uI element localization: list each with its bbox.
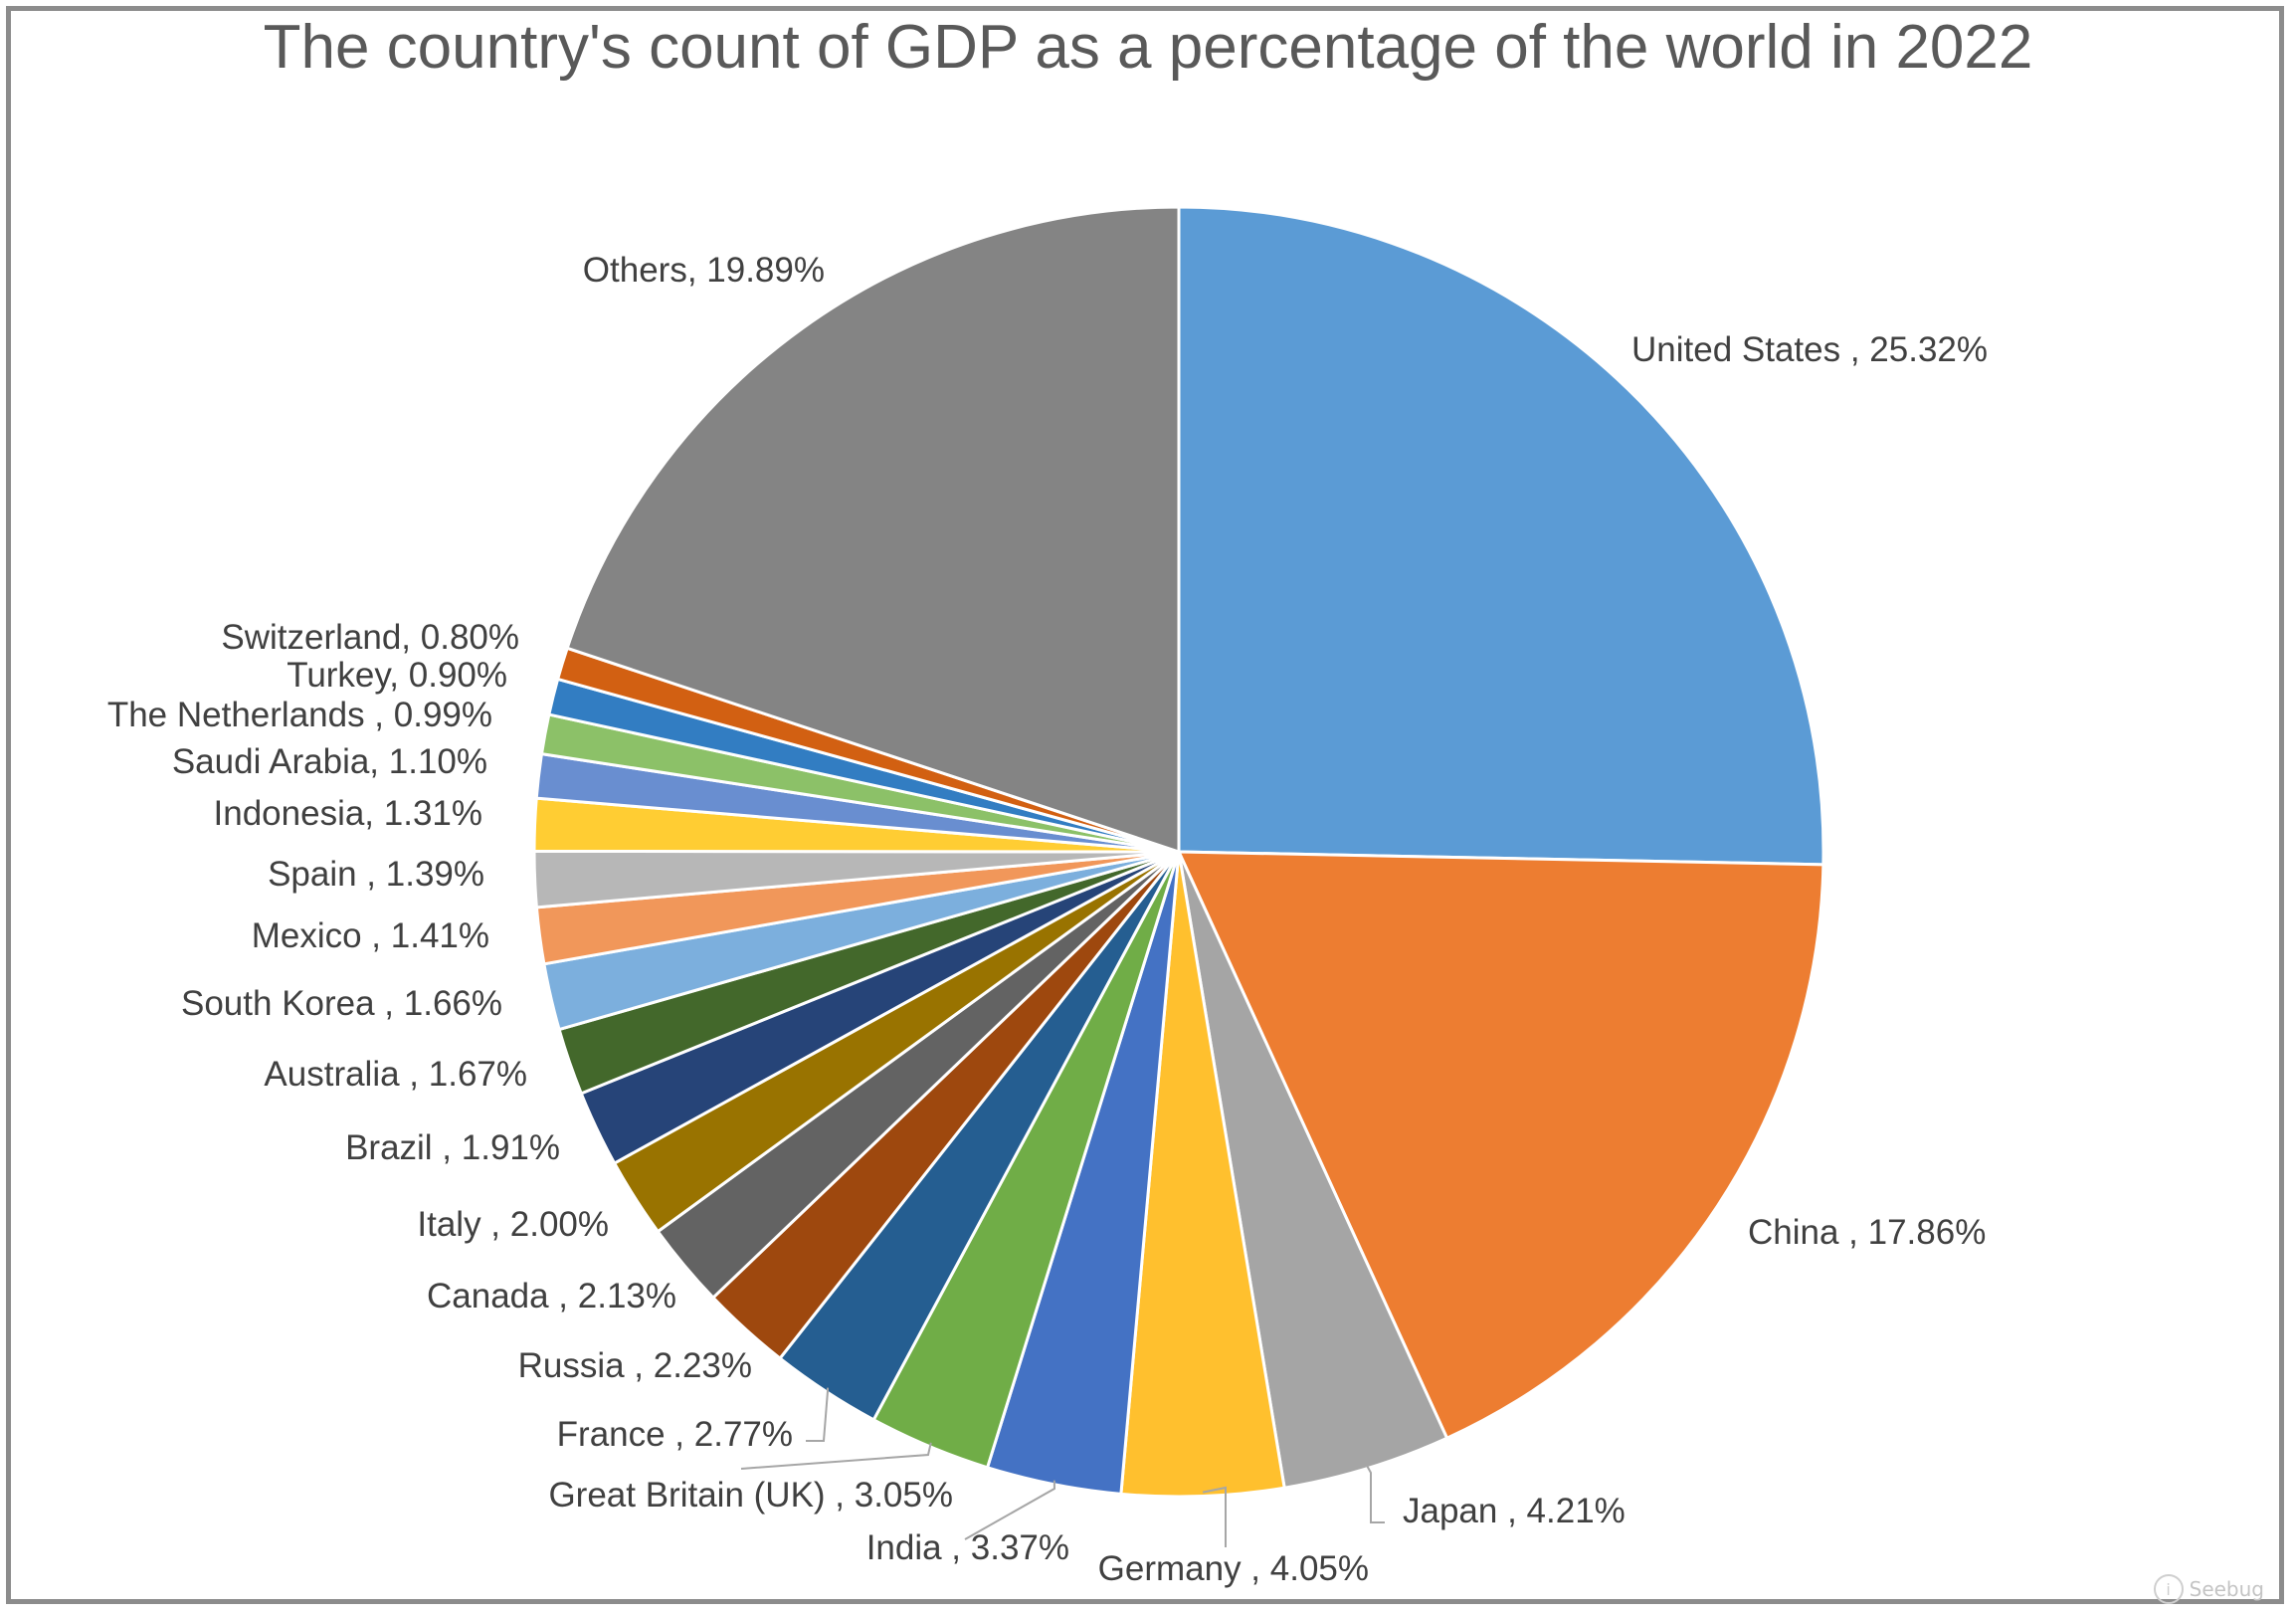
leader-line-great-britain-uk — [740, 1442, 932, 1470]
leader-lines — [740, 1387, 1385, 1547]
slice-label-turkey: Turkey, 0.90% — [287, 656, 507, 695]
slice-label-russia: Russia , 2.23% — [518, 1346, 752, 1385]
leader-line-japan — [1365, 1464, 1385, 1523]
pie-slices — [532, 205, 1825, 1499]
slice-label-india: India , 3.37% — [866, 1528, 1069, 1567]
slice-label-canada: Canada , 2.13% — [427, 1277, 676, 1315]
slice-label-the-netherlands: The Netherlands , 0.99% — [107, 696, 492, 734]
chart-title: The country's count of GDP as a percenta… — [263, 13, 2033, 82]
slice-label-switzerland: Switzerland, 0.80% — [221, 618, 519, 657]
leader-line-france — [806, 1387, 829, 1442]
leader-line-germany — [1202, 1486, 1227, 1547]
slice-label-united-states: United States , 25.32% — [1631, 330, 1988, 369]
slice-label-france: France , 2.77% — [557, 1415, 793, 1454]
pie-slice-united-states — [1177, 205, 1825, 867]
slice-label-south-korea: South Korea , 1.66% — [181, 984, 502, 1023]
slice-label-mexico: Mexico , 1.41% — [252, 916, 489, 955]
pie-slice-others — [565, 205, 1181, 854]
slice-label-australia: Australia , 1.67% — [264, 1055, 527, 1094]
watermark-text: Seebug — [2189, 1577, 2264, 1601]
slice-label-others: Others, 19.89% — [583, 251, 825, 290]
seebug-logo-icon: i — [2153, 1574, 2184, 1604]
slice-label-japan: Japan , 4.21% — [1403, 1492, 1626, 1530]
slice-labels: United States , 25.32% China , 17.86% Japa… — [107, 251, 1988, 1588]
leader-line-india — [964, 1480, 1056, 1540]
slice-label-great-britain-uk: Great Britain (UK) , 3.05% — [548, 1476, 953, 1515]
slice-label-china: China , 17.86% — [1748, 1213, 1986, 1252]
slice-label-indonesia: Indonesia, 1.31% — [214, 794, 482, 833]
slice-label-brazil: Brazil , 1.91% — [345, 1128, 560, 1167]
pie-slice-china — [1177, 850, 1825, 1440]
slice-label-germany: Germany , 4.05% — [1098, 1549, 1369, 1588]
slice-label-italy: Italy , 2.00% — [417, 1205, 609, 1244]
watermark: i Seebug — [2153, 1574, 2264, 1604]
slice-label-spain: Spain , 1.39% — [268, 855, 484, 894]
slice-label-saudi-arabia: Saudi Arabia, 1.10% — [172, 742, 487, 781]
